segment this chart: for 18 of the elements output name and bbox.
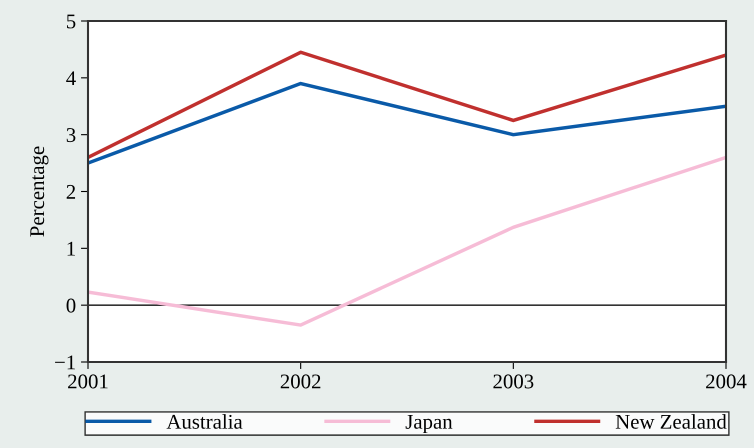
y-tick-label: 5 — [66, 14, 76, 28]
y-tick-label: 1 — [68, 242, 75, 256]
x-tick-label: 2004 — [706, 374, 747, 388]
y-tick-label: 2 — [66, 184, 76, 199]
x-tick-label: 2001 — [68, 374, 108, 388]
x-tick-label: 2002 — [280, 374, 320, 388]
legend-label: Japan — [406, 414, 452, 434]
legend-label: New Zealand — [616, 414, 727, 429]
line-series — [88, 156, 726, 327]
y-tick-label: −1 — [55, 355, 75, 370]
line-series — [88, 50, 726, 160]
x-tick-label: 2003 — [493, 374, 534, 388]
y-tick-label: 0 — [66, 298, 76, 313]
y-tick-label: 4 — [66, 71, 76, 86]
legend-label: Australia — [166, 414, 242, 429]
y-axis-title: Percentage — [30, 146, 48, 237]
y-tick-label: 3 — [66, 128, 76, 142]
line-series — [88, 82, 726, 165]
